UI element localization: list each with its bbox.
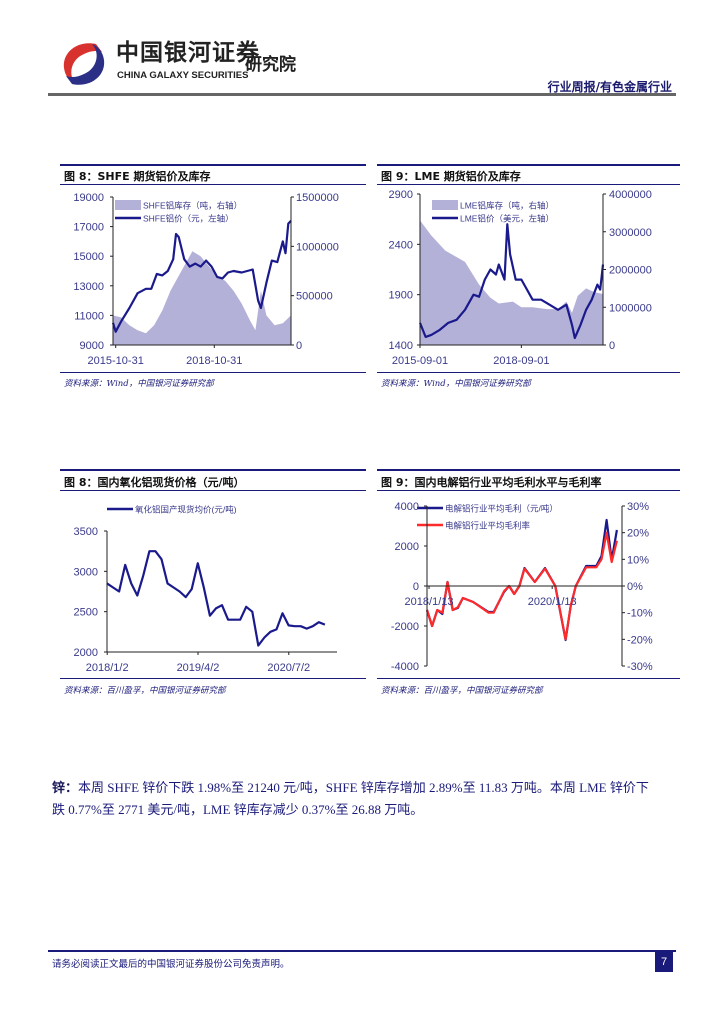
fig2-bottom-rule: [377, 372, 680, 373]
right-tick-label: 0: [609, 340, 615, 352]
lme-aluminum-chart: LME铝库存（吨，右轴） LME铝价（美元，左轴） 1400 1900 2400 2900…: [389, 189, 652, 367]
fig4-bottom-rule: [377, 678, 680, 679]
zinc-text: 本周 SHFE 锌价下跌 1.98%至 21240 元/吨，SHFE 锌库存增加…: [52, 780, 649, 817]
x-tick-label: 2018-09-01: [493, 355, 549, 367]
fig4-title-rule: [377, 490, 680, 491]
x-tick-label: 2018-10-31: [186, 355, 242, 367]
fig2-source: 资料来源：Wind，中国银河证券研究部: [381, 379, 531, 389]
x-tick-label: 2020/1/13: [528, 596, 577, 608]
legend-swatch-0: [115, 200, 141, 210]
company-name-cn: 中国银河证券: [116, 40, 260, 66]
x-tick-label: 2018/1/2: [86, 662, 129, 674]
electrolytic-aluminum-margin-chart: 电解铝行业平均毛利（元/吨） 电解铝行业平均毛利率 -4000 -2000 0 2000 4…: [391, 501, 653, 673]
left-tick-label: 0: [413, 581, 419, 593]
left-tick-label: 1900: [389, 290, 413, 302]
right-tick-label: 2000000: [609, 265, 652, 277]
company-name-en: CHINA GALAXY SECURITIES: [117, 70, 249, 81]
right-tick-label: -20%: [627, 634, 653, 646]
institute-name: 研究院: [245, 55, 296, 75]
right-tick-label: -10%: [627, 608, 653, 620]
fig3-title: 图 8：国内氧化铝现货价格（元/吨）: [64, 476, 245, 489]
right-tick-label: -30%: [627, 661, 653, 673]
x-tick-label: 2015-09-01: [392, 355, 448, 367]
fig4-source: 资料来源：百川盈孚，中国银河证券研究部: [381, 686, 543, 696]
fig1-title: 图 8：SHFE 期货铝价及库存: [64, 170, 211, 183]
fig3-source: 资料来源：百川盈孚，中国银河证券研究部: [64, 686, 226, 696]
legend-label-0: LME铝库存（吨，右轴）: [460, 201, 554, 211]
shfe-aluminum-chart: SHFE铝库存（吨，右轴） SHFE铝价（元，左轴） 9000 11000 13000 1…: [73, 192, 339, 367]
left-tick-label: 1400: [389, 340, 413, 352]
report-type: 行业周报/有色金属行业: [547, 80, 672, 94]
fig1-bottom-rule: [60, 372, 366, 373]
left-tick-label: 17000: [73, 222, 104, 234]
legend-label-1: LME铝价（美元，左轴）: [460, 214, 554, 224]
right-tick-label: 20%: [627, 528, 649, 540]
x-tick-label: 2018/1/13: [405, 596, 454, 608]
legend-label-0: 电解铝行业平均毛利（元/吨）: [445, 504, 558, 514]
series-line-1: [111, 219, 292, 333]
fig2-title-rule: [377, 184, 680, 185]
right-tick-label: 4000000: [609, 189, 652, 201]
left-tick-label: 2500: [74, 607, 98, 619]
right-tick-label: 1000000: [296, 241, 339, 253]
right-tick-label: 1500000: [296, 192, 339, 204]
zinc-commentary: 锌：本周 SHFE 锌价下跌 1.98%至 21240 元/吨，SHFE 锌库存…: [52, 777, 652, 821]
fig1-top-rule: [60, 164, 366, 166]
legend-label-0: SHFE铝库存（吨，右轴）: [143, 201, 242, 211]
zinc-label: 锌：: [52, 780, 79, 795]
left-tick-label: 19000: [73, 192, 104, 204]
right-tick-label: 0%: [627, 581, 643, 593]
series-area-0: [420, 220, 603, 345]
series-line-1: [425, 531, 618, 641]
disclaimer: 请务必阅读正文最后的中国银河证券股份公司免责声明。: [52, 959, 290, 970]
left-tick-label: 4000: [395, 501, 419, 513]
left-tick-label: 2900: [389, 189, 413, 201]
galaxy-logo-icon: [63, 43, 105, 85]
left-tick-label: 3000: [74, 566, 98, 578]
footer-rule: [48, 950, 676, 952]
right-tick-label: 10%: [627, 554, 649, 566]
fig4-title: 图 9：国内电解铝行业平均毛利水平与毛利率: [381, 476, 602, 489]
x-tick-label: 2020/7/2: [267, 662, 310, 674]
right-tick-label: 30%: [627, 501, 649, 513]
fig1-source: 资料来源：Wind，中国银河证券研究部: [64, 379, 214, 389]
header-divider: [48, 93, 676, 96]
right-tick-label: 1000000: [609, 302, 652, 314]
fig3-bottom-rule: [60, 678, 366, 679]
legend-label-0: 氧化铝国产现货均价(元/吨): [135, 505, 237, 515]
right-tick-label: 500000: [296, 291, 333, 303]
left-tick-label: -4000: [391, 661, 419, 673]
series-line-1: [418, 223, 605, 340]
left-tick-label: 2000: [74, 647, 98, 659]
left-tick-label: 9000: [80, 340, 104, 352]
left-tick-label: 11000: [74, 310, 104, 322]
left-tick-label: 2000: [395, 541, 419, 553]
series-line-0: [106, 550, 326, 647]
alumina-price-chart: 氧化铝国产现货均价(元/吨) 2000 2500 3000 3500 2018/1/2 20…: [74, 505, 337, 674]
left-tick-label: 15000: [73, 251, 104, 263]
x-tick-label: 2019/4/2: [177, 662, 220, 674]
left-tick-label: -2000: [391, 621, 419, 633]
x-tick-label: 2015-10-31: [88, 355, 144, 367]
fig2-title: 图 9：LME 期货铝价及库存: [381, 170, 521, 183]
fig3-title-rule: [60, 490, 366, 491]
left-tick-label: 3500: [74, 526, 98, 538]
left-tick-label: 2400: [389, 239, 413, 251]
logo: [58, 40, 110, 88]
fig3-top-rule: [60, 469, 366, 471]
fig4-top-rule: [377, 469, 680, 471]
right-tick-label: 0: [296, 340, 302, 352]
fig1-title-rule: [60, 184, 366, 185]
left-tick-label: 13000: [73, 281, 104, 293]
fig2-top-rule: [377, 164, 680, 166]
series-area-0: [113, 251, 291, 345]
legend-swatch-0: [432, 200, 458, 210]
legend-label-1: SHFE铝价（元，左轴）: [143, 214, 234, 224]
page-number: 7: [655, 952, 673, 972]
right-tick-label: 3000000: [609, 227, 652, 239]
legend-label-1: 电解铝行业平均毛利率: [445, 521, 531, 531]
